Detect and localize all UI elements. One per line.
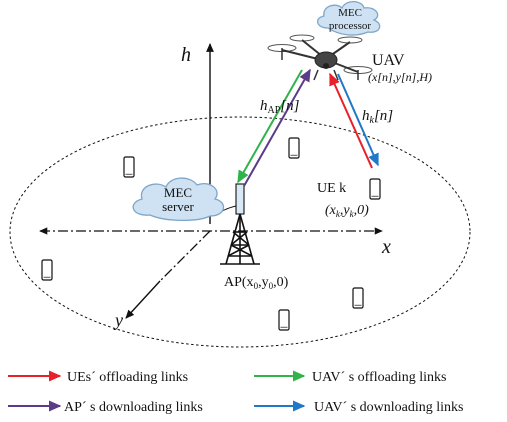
smartphone-icon [369,178,381,200]
ap-downloading-link [243,68,311,187]
smartphone-icon [123,156,135,178]
mec-server-cloud-icon [132,177,225,222]
mec-processor-cloud-icon [317,0,381,36]
ue-offloading-link [329,72,373,169]
y-axis-line [125,280,161,319]
h-ap-label: hAP[n] [260,98,300,116]
h-k-label: hk[n] [362,108,393,126]
ue-k-label: UE k [317,181,346,196]
smartphone-icon [41,259,53,281]
ap-antenna-box [235,183,245,215]
legend-label-ue-offload: UEs´ offloading links [67,370,188,385]
coverage-ellipse [9,116,471,348]
y-axis-label: y [113,310,123,330]
ap-label: AP(x0,y0,0) [224,275,289,291]
smartphone-icon [352,287,364,309]
y-axis-line-dashed [159,230,211,282]
legend: UEs´ offloading links UAV´ s offloading … [8,370,463,415]
smartphone-icon [278,309,290,331]
legend-label-uav-download: UAV´ s downloading links [314,400,463,415]
legend-label-uav-offload: UAV´ s offloading links [312,370,446,385]
x-axis-label: x [381,236,391,258]
uav-label: UAV [372,52,405,69]
legend-label-ap-download: AP´ s downloading links [64,400,203,415]
uav-offloading-link [237,69,303,184]
h-axis-label: h [181,44,191,66]
mec-processor-label-line1: MEC [338,7,362,19]
uav-drone-icon [267,34,373,81]
ap-tower-icon [220,213,260,265]
smartphone-icon [288,137,300,159]
mec-server-label-line2: server [162,199,194,214]
ue-k-coords-label: (xk,yk,0) [325,203,369,219]
uav-coords-label: (x[n],y[n],H) [368,70,432,84]
mec-processor-label-line2: processor [329,20,371,32]
uav-downloading-link [337,73,379,167]
mec-server-label-line1: MEC [164,185,192,200]
